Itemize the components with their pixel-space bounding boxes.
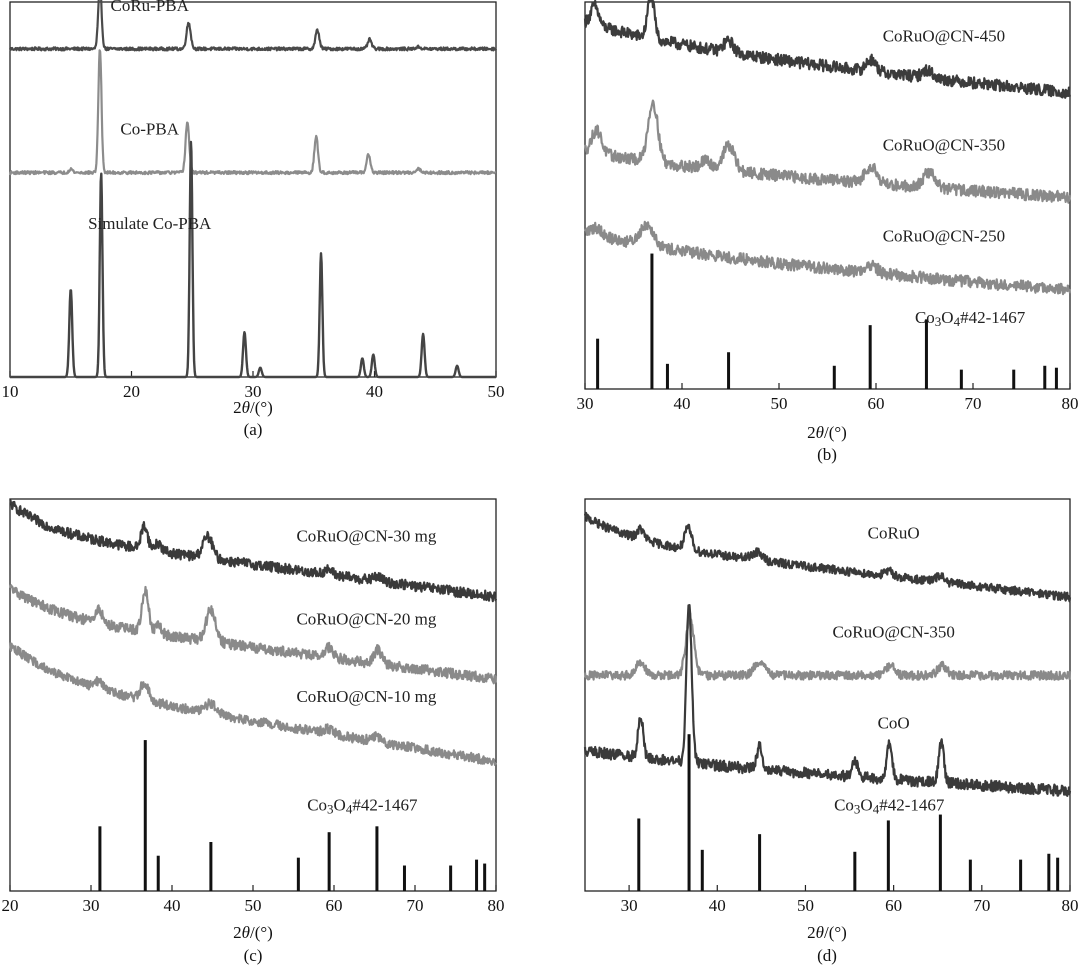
panel-c-reference-line	[327, 832, 331, 891]
panel-c-reference-line	[375, 826, 379, 891]
panel-d-x-tick-label: 40	[709, 896, 726, 915]
panel-c-label: (c)	[244, 946, 263, 965]
panel-a-x-tick-label: 50	[488, 382, 505, 401]
panel-a-x-tick-label: 40	[366, 382, 383, 401]
panel-b-series-label: CoRuO@CN-250	[883, 226, 1005, 245]
panel-c-x-tick-label: 50	[245, 896, 262, 915]
panel-d-reference-line	[1056, 857, 1060, 891]
panel-b-reference-line	[924, 319, 928, 389]
panel-c-series-1	[8, 584, 498, 685]
panel-b-reference-line	[1012, 369, 1016, 389]
panel-b-reference-line	[665, 363, 669, 389]
panel-b-reference-line	[650, 253, 654, 389]
panel-b-reference-line	[959, 369, 963, 389]
panel-c-x-tick-label: 30	[83, 896, 100, 915]
panel-a-series-label: Co-PBA	[120, 120, 179, 139]
panel-b-reference-line	[596, 338, 600, 389]
panel-c-x-tick-label: 70	[407, 896, 424, 915]
panel-b-reference-line	[1043, 365, 1047, 389]
panel-b: 30 40 50 60 70 80 CoRuO@CN-450 CoRuO@CN-350 CoR…	[577, 0, 1079, 464]
panel-d-series-label: CoRuO@CN-350	[832, 622, 954, 641]
panel-d-series-2	[583, 603, 1072, 798]
panel-c-reference-line	[209, 842, 213, 891]
panel-b-x-axis-label: 2θ/(°)	[807, 423, 847, 442]
panel-c-x-tick-label: 60	[326, 896, 343, 915]
panel-b-label: (b)	[817, 445, 837, 464]
panel-d-reference-line	[938, 814, 942, 891]
panel-c-x-axis-label: 2θ/(°)	[233, 923, 273, 942]
panel-b-x-tick-label: 80	[1062, 394, 1079, 413]
panel-d-series-1	[583, 611, 1072, 681]
panel-c-reference-label: Co3O4#42-1467	[307, 796, 418, 817]
panel-b-series-label: CoRuO@CN-350	[883, 136, 1005, 155]
panel-c-series-label: CoRuO@CN-20 mg	[296, 609, 436, 628]
panel-a-series-1	[8, 49, 497, 176]
panel-d-reference-line	[637, 818, 641, 891]
panel-b-reference-label: Co3O4#42-1467	[915, 308, 1026, 329]
panel-b-series-2	[583, 220, 1072, 296]
panel-b-x-tick-label: 60	[868, 394, 885, 413]
panel-b-reference-line	[727, 352, 731, 389]
panel-a-x-tick-label: 20	[123, 382, 140, 401]
panel-c-x-tick-label: 40	[164, 896, 181, 915]
panel-c-reference-line	[156, 855, 160, 891]
panel-c-reference-line	[296, 857, 300, 891]
panel-c-series-2	[8, 642, 497, 767]
panel-d-label: (d)	[817, 946, 837, 965]
panel-d-reference-line	[853, 851, 857, 891]
panel-d-x-tick-label: 30	[621, 896, 638, 915]
panel-c-reference-line	[143, 740, 147, 891]
panel-c-reference-line	[449, 865, 453, 891]
panel-d: 30 40 50 60 70 80 CoRuO CoRuO@CN-350 CoO Co3O4#4…	[583, 498, 1079, 965]
panel-a-x-tick-label: 30	[245, 382, 262, 401]
panel-b-reference-line	[1054, 367, 1058, 389]
panel-d-series-label: CoO	[878, 713, 910, 732]
panel-c-x-tick-label: 20	[2, 896, 19, 915]
panel-a-x-axis-label: 2θ/(°)	[233, 398, 273, 417]
panel-d-series-0	[583, 511, 1072, 603]
panel-b-series-1	[584, 99, 1072, 204]
panel-d-x-tick-label: 60	[885, 896, 902, 915]
panel-d-series-label: CoRuO	[868, 524, 920, 543]
panel-b-x-tick-label: 50	[771, 394, 788, 413]
panel-a-series-label: CoRu-PBA	[111, 0, 190, 15]
panel-c-reference-line	[483, 863, 487, 891]
panel-a-series-label: Simulate Co-PBA	[88, 214, 212, 233]
panel-a-series-2	[9, 140, 497, 379]
panel-a: 10 20 30 40 50 CoRu-PBA Co-PBA Simulate Co-PBA…	[2, 0, 505, 439]
panel-b-reference-line	[868, 325, 872, 389]
panel-b-x-tick-label: 30	[577, 394, 594, 413]
panel-c-reference-line	[98, 826, 102, 891]
panel-c-series-0	[9, 499, 498, 603]
panel-b-series-label: CoRuO@CN-450	[883, 27, 1005, 46]
panel-b-series-0	[583, 0, 1072, 99]
panel-d-reference-line	[700, 849, 704, 891]
panel-c-x-tick-label: 80	[488, 896, 505, 915]
panel-b-reference-line	[832, 365, 836, 389]
panel-d-reference-line	[1047, 853, 1051, 891]
panel-c: 20 30 40 50 60 70 80 CoRuO@CN-30 mg CoRuO@CN-20…	[2, 498, 505, 965]
panel-a-series-0	[8, 0, 498, 52]
panel-d-x-tick-label: 50	[797, 896, 814, 915]
panel-d-x-tick-label: 70	[973, 896, 990, 915]
panel-b-x-tick-label: 70	[965, 394, 982, 413]
panel-c-series-label: CoRuO@CN-30 mg	[296, 527, 436, 546]
panel-c-reference-line	[402, 865, 406, 891]
panel-a-plot-frame	[9, 1, 497, 378]
panel-c-reference-line	[475, 859, 479, 891]
panel-d-x-axis-label: 2θ/(°)	[807, 923, 847, 942]
panel-d-reference-line	[886, 820, 890, 891]
panel-d-reference-line	[1019, 859, 1023, 891]
panel-b-x-tick-label: 40	[674, 394, 691, 413]
panel-d-reference-line	[758, 834, 762, 891]
panel-d-reference-line	[687, 734, 691, 891]
panel-a-label: (a)	[244, 420, 263, 439]
panel-d-reference-label: Co3O4#42-1467	[834, 796, 945, 817]
panel-d-x-tick-label: 80	[1062, 896, 1079, 915]
panel-d-plot-frame	[584, 498, 1071, 892]
panel-d-reference-line	[968, 859, 972, 891]
panel-c-series-label: CoRuO@CN-10 mg	[296, 687, 436, 706]
panel-a-x-tick-label: 10	[2, 382, 19, 401]
